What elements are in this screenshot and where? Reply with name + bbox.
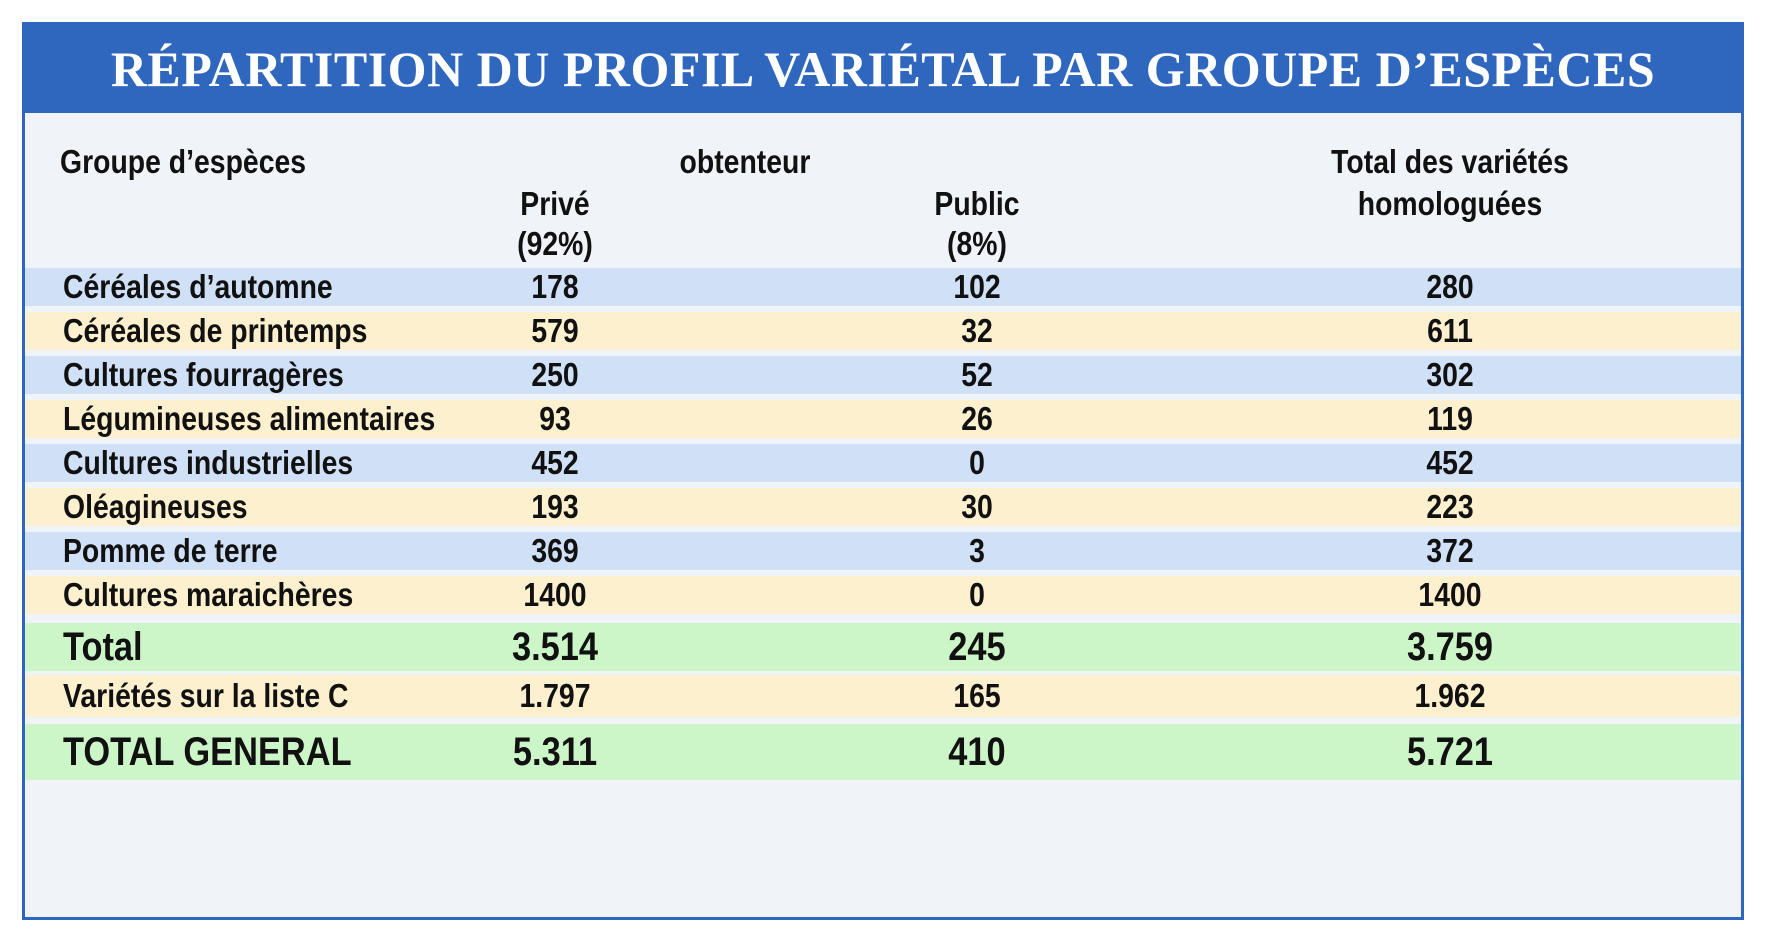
row-label: Céréales de printemps [63, 312, 368, 349]
row-total: 452 [1426, 444, 1474, 481]
row-total: 611 [1427, 312, 1473, 349]
header-prive-pct: (92%) [517, 225, 593, 262]
header-total-line1: Total des variétés [1331, 143, 1569, 180]
liste-c-total: 1.962 [1414, 677, 1486, 714]
table-row: Cultures fourragères 250 52 302 [25, 356, 1741, 394]
table-row: Oléagineuses 193 30 223 [25, 488, 1741, 526]
row-prive: 250 [531, 356, 579, 393]
row-prive: 193 [531, 488, 579, 525]
table-panel: RÉPARTITION DU PROFIL VARIÉTAL PAR GROUP… [22, 22, 1744, 920]
table-title: RÉPARTITION DU PROFIL VARIÉTAL PAR GROUP… [25, 25, 1741, 113]
table-row: Cultures maraichères 1400 0 1400 [25, 576, 1741, 614]
row-prive: 93 [539, 400, 571, 437]
total-general-prive: 5.311 [512, 730, 598, 774]
row-public: 32 [961, 312, 993, 349]
row-label: Cultures fourragères [63, 356, 344, 393]
row-label: Cultures industrielles [63, 444, 354, 481]
row-public: 0 [969, 576, 985, 613]
table-row: Céréales d’automne 178 102 280 [25, 268, 1741, 306]
total-public: 245 [948, 625, 1006, 669]
row-prive: 369 [531, 532, 579, 569]
liste-c-prive: 1.797 [519, 677, 591, 714]
header-prive: Privé [520, 185, 590, 222]
row-label: Cultures maraichères [63, 576, 354, 613]
row-public: 0 [969, 444, 985, 481]
row-prive: 178 [531, 268, 579, 305]
row-prive: 579 [531, 312, 579, 349]
row-total: 280 [1426, 268, 1474, 305]
row-public: 30 [961, 488, 993, 525]
header-obtenteur: obtenteur [679, 143, 811, 180]
header-total-line2: homologuées [1357, 185, 1543, 222]
table-row: Céréales de printemps 579 32 611 [25, 312, 1741, 350]
total-total: 3.759 [1406, 625, 1494, 669]
row-label: Céréales d’automne [63, 268, 333, 305]
total-general-total: 5.721 [1406, 730, 1494, 774]
total-label: Total [63, 625, 143, 669]
table-row: Pomme de terre 369 3 372 [25, 532, 1741, 570]
row-public: 52 [961, 356, 993, 393]
row-total: 223 [1426, 488, 1474, 525]
row-public: 3 [969, 532, 985, 569]
row-prive: 1400 [523, 576, 587, 613]
header-public: Public [934, 185, 1020, 222]
row-label: Pomme de terre [63, 532, 278, 569]
liste-c-label: Variétés sur la liste C [63, 677, 349, 714]
row-total: 119 [1427, 400, 1473, 437]
row-total: 1400 [1418, 576, 1482, 613]
row-public: 102 [953, 268, 1001, 305]
row-total: 302 [1426, 356, 1474, 393]
liste-c-row: Variétés sur la liste C 1.797 165 1.962 [25, 675, 1741, 717]
header-public-pct: (8%) [947, 225, 1007, 262]
row-total: 372 [1426, 532, 1474, 569]
row-public: 26 [961, 400, 993, 437]
table-row: Cultures industrielles 452 0 452 [25, 444, 1741, 482]
total-prive: 3.514 [511, 625, 599, 669]
row-label: Légumineuses alimentaires [63, 400, 436, 437]
total-general-label: TOTAL GENERAL [63, 730, 352, 774]
total-general-row: TOTAL GENERAL 5.311 410 5.721 [25, 724, 1741, 780]
header-group: Groupe d’espèces [60, 143, 307, 180]
total-row: Total 3.514 245 3.759 [25, 623, 1741, 671]
row-label: Oléagineuses [63, 488, 248, 525]
row-prive: 452 [531, 444, 579, 481]
liste-c-public: 165 [953, 677, 1001, 714]
table-row: Légumineuses alimentaires 93 26 119 [25, 400, 1741, 438]
total-general-public: 410 [948, 730, 1006, 774]
